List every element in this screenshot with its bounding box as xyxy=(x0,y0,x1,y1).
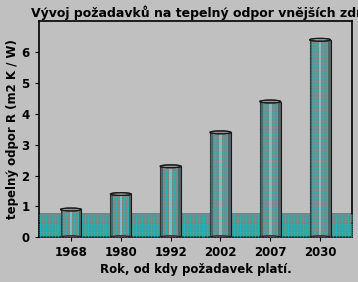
Bar xyxy=(79,210,82,237)
Bar xyxy=(210,132,213,237)
Bar xyxy=(61,210,63,237)
Ellipse shape xyxy=(310,236,330,239)
Bar xyxy=(160,166,163,237)
Ellipse shape xyxy=(260,100,281,103)
Bar xyxy=(39,213,352,237)
Bar xyxy=(219,132,222,237)
Y-axis label: tepelný odpor R (m2 K / W): tepelný odpor R (m2 K / W) xyxy=(6,39,19,219)
Bar xyxy=(310,40,330,237)
Ellipse shape xyxy=(110,193,131,195)
X-axis label: Rok, od kdy požadavek platí.: Rok, od kdy požadavek platí. xyxy=(100,263,291,276)
Bar xyxy=(110,194,113,237)
Ellipse shape xyxy=(210,236,231,239)
Bar xyxy=(269,102,271,237)
Bar xyxy=(328,40,330,237)
Bar xyxy=(310,40,312,237)
Ellipse shape xyxy=(160,165,181,168)
Ellipse shape xyxy=(260,236,281,239)
Bar xyxy=(61,210,82,237)
Bar xyxy=(278,102,281,237)
Ellipse shape xyxy=(210,131,231,134)
Bar xyxy=(169,166,172,237)
Bar xyxy=(228,132,231,237)
Bar xyxy=(70,210,72,237)
Ellipse shape xyxy=(110,236,131,239)
Bar xyxy=(210,132,231,237)
Ellipse shape xyxy=(160,236,181,239)
Bar xyxy=(260,102,281,237)
Bar xyxy=(178,166,181,237)
Bar xyxy=(319,40,321,237)
Ellipse shape xyxy=(310,38,330,41)
Ellipse shape xyxy=(61,208,82,211)
Bar xyxy=(129,194,131,237)
Bar xyxy=(120,194,122,237)
Bar xyxy=(110,194,131,237)
Title: Vývoj požadavků na tepelný odpor vnějších zdí: Vývoj požadavků na tepelný odpor vnějšíc… xyxy=(31,6,358,20)
Bar xyxy=(160,166,181,237)
Ellipse shape xyxy=(61,236,82,239)
Bar xyxy=(260,102,262,237)
